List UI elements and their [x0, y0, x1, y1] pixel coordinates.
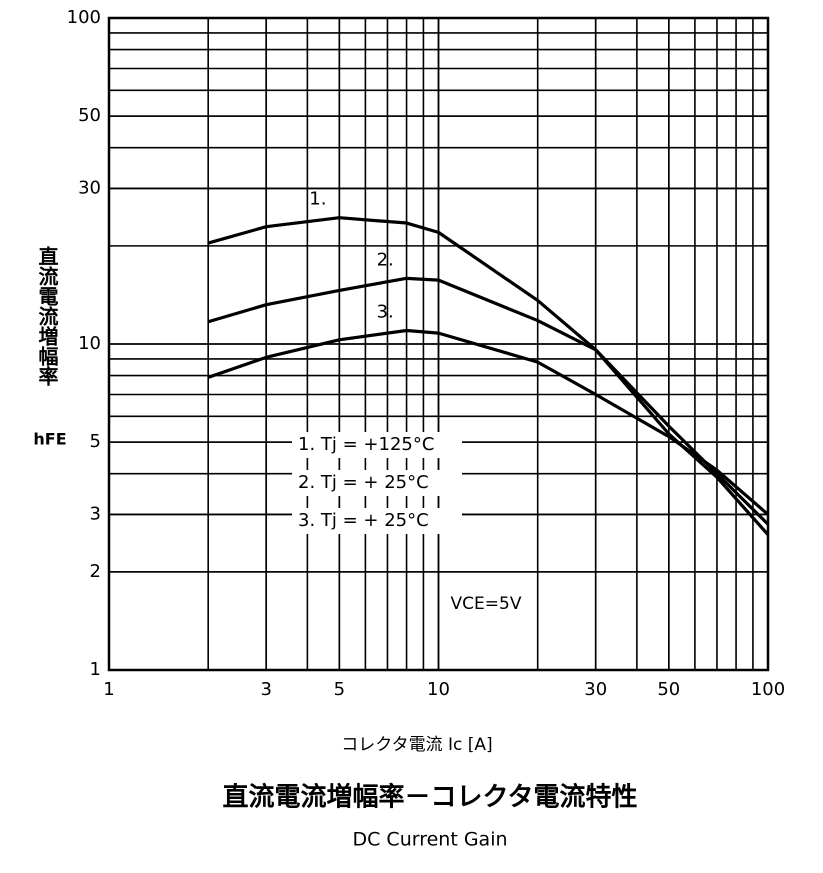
legend-bg [292, 508, 462, 534]
legend-entry: 1. Tj = +125°C [298, 434, 434, 455]
y-tick-label: 100 [67, 7, 101, 28]
x-tick-label: 5 [334, 679, 345, 700]
y-tick-label: 1 [90, 659, 101, 680]
x-tick-label: 30 [584, 679, 607, 700]
x-tick-label: 10 [427, 679, 450, 700]
chart-subtitle: DC Current Gain [352, 829, 507, 851]
x-tick-label: 1 [103, 679, 114, 700]
y-tick-label: 30 [78, 177, 101, 198]
legend-entry: 2. Tj = + 25°C [298, 472, 429, 493]
curve-label: 2. [377, 249, 394, 270]
y-tick-label: 50 [78, 105, 101, 126]
legend-bg [292, 432, 462, 458]
x-axis-label: コレクタ電流 Ic [A] [341, 735, 492, 755]
series-line [207, 328, 770, 516]
annotation: VCE=5V [451, 594, 522, 614]
y-tick-label: 2 [90, 561, 101, 582]
x-tick-label: 50 [657, 679, 680, 700]
y-tick-label: 3 [90, 503, 101, 524]
curve-label: 1. [309, 189, 326, 210]
y-tick-label: 5 [90, 431, 101, 452]
x-tick-label: 3 [260, 679, 271, 700]
chart-title: 直流電流増幅率－コレクタ電流特性 [223, 782, 638, 813]
curve-label: 3. [377, 302, 394, 323]
series-line [207, 276, 770, 526]
x-tick-label: 100 [751, 679, 785, 700]
legend-bg [292, 470, 462, 496]
y-axis-symbol: hFE [33, 430, 66, 449]
y-axis-label: 直流電流増幅率 [35, 245, 59, 387]
y-tick-label: 10 [78, 333, 101, 354]
series-line [207, 216, 770, 536]
plot-frame [107, 16, 770, 672]
legend-entry: 3. Tj = + 25°C [298, 510, 429, 531]
